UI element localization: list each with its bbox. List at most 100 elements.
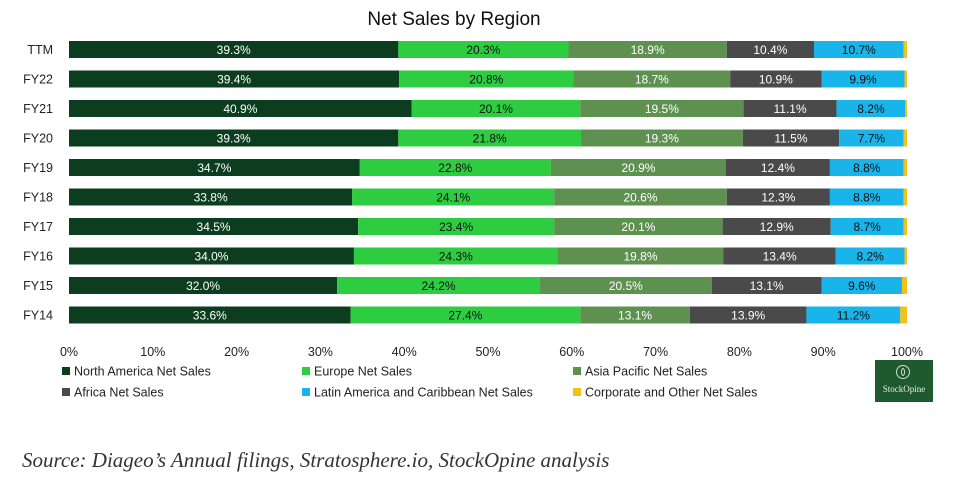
legend-swatch bbox=[573, 367, 581, 375]
data-label: 11.1% bbox=[774, 102, 807, 116]
bar-segment bbox=[835, 247, 905, 265]
bar-segment bbox=[69, 129, 399, 147]
x-tick-label: 70% bbox=[643, 345, 668, 359]
data-label: 10.4% bbox=[753, 43, 787, 57]
data-label: 9.6% bbox=[848, 279, 876, 293]
category-label: FY22 bbox=[23, 73, 53, 87]
bar-segment bbox=[903, 188, 907, 206]
data-label: 33.6% bbox=[193, 308, 227, 322]
category-label: FY15 bbox=[23, 279, 53, 293]
category-label: FY16 bbox=[23, 250, 53, 264]
bar-segment bbox=[557, 247, 724, 265]
legend-entry: Europe Net Sales bbox=[314, 365, 412, 379]
data-label: 39.3% bbox=[217, 43, 251, 57]
bar-segment bbox=[821, 70, 905, 88]
bar-segment bbox=[580, 306, 690, 324]
data-label: 21.8% bbox=[473, 131, 507, 145]
logo-text: StockOpine bbox=[882, 384, 926, 394]
bar-segment bbox=[829, 159, 904, 176]
bar-segment bbox=[901, 277, 907, 294]
legend-swatch bbox=[62, 388, 70, 396]
data-label: 34.7% bbox=[197, 161, 231, 175]
x-tick-label: 20% bbox=[224, 345, 249, 359]
bar-segment bbox=[839, 129, 904, 147]
legend-swatch bbox=[302, 388, 310, 396]
bar-segment bbox=[550, 159, 726, 176]
data-label: 27.4% bbox=[448, 308, 482, 322]
bar-segment bbox=[742, 129, 840, 147]
data-label: 32.0% bbox=[186, 279, 220, 293]
bar-segment bbox=[903, 159, 907, 176]
data-label: 39.4% bbox=[217, 72, 251, 86]
bar-segment bbox=[821, 277, 902, 294]
data-label: 8.7% bbox=[854, 220, 882, 234]
x-tick-label: 90% bbox=[811, 345, 836, 359]
leaf-icon bbox=[896, 365, 910, 379]
bar-segment bbox=[903, 41, 907, 58]
data-label: 20.1% bbox=[479, 102, 513, 116]
category-label: FY19 bbox=[23, 161, 53, 175]
x-tick-label: 100% bbox=[891, 345, 923, 359]
data-label: 33.8% bbox=[194, 190, 228, 204]
x-tick-label: 50% bbox=[475, 345, 500, 359]
stockopine-logo: StockOpine bbox=[875, 360, 933, 402]
category-label: FY17 bbox=[23, 220, 53, 234]
bar-segment bbox=[905, 100, 907, 117]
category-label: FY20 bbox=[23, 132, 53, 146]
legend-swatch bbox=[302, 367, 310, 375]
data-label: 24.1% bbox=[436, 190, 470, 204]
x-tick-label: 60% bbox=[559, 345, 584, 359]
bar-segment bbox=[689, 306, 807, 324]
data-label: 18.9% bbox=[631, 43, 665, 57]
bar-segment bbox=[581, 129, 743, 147]
bar-segment bbox=[69, 41, 399, 58]
data-label: 12.3% bbox=[761, 190, 795, 204]
bar-segment bbox=[359, 159, 551, 176]
data-label: 8.8% bbox=[853, 190, 881, 204]
data-label: 11.5% bbox=[774, 131, 807, 145]
bar-segment bbox=[69, 70, 400, 88]
bar-segment bbox=[353, 247, 558, 265]
data-label: 13.1% bbox=[750, 279, 784, 293]
bar-segment bbox=[539, 277, 712, 294]
bar-segment bbox=[806, 306, 901, 324]
data-label: 20.5% bbox=[609, 279, 643, 293]
bar-segment bbox=[554, 188, 727, 206]
category-label: FY21 bbox=[23, 102, 53, 116]
bar-segment bbox=[730, 70, 822, 88]
data-label: 13.4% bbox=[763, 249, 797, 263]
x-tick-label: 30% bbox=[308, 345, 333, 359]
x-tick-label: 80% bbox=[727, 345, 752, 359]
legend-swatch bbox=[62, 367, 70, 375]
bar-segment bbox=[900, 306, 907, 324]
data-label: 22.8% bbox=[438, 161, 472, 175]
data-label: 34.5% bbox=[197, 220, 231, 234]
bar-segment bbox=[829, 188, 904, 206]
x-tick-label: 40% bbox=[392, 345, 417, 359]
category-label: FY14 bbox=[23, 309, 53, 323]
bar-segment bbox=[69, 188, 353, 206]
legend-entry: North America Net Sales bbox=[74, 365, 211, 379]
data-label: 11.2% bbox=[837, 308, 870, 322]
bar-segment bbox=[352, 188, 555, 206]
data-label: 20.9% bbox=[621, 161, 655, 175]
data-label: 23.4% bbox=[439, 220, 473, 234]
bar-segment bbox=[69, 306, 351, 324]
bar-segment bbox=[726, 41, 814, 58]
bar-segment bbox=[69, 218, 359, 235]
legend-entry: Asia Pacific Net Sales bbox=[585, 365, 707, 379]
bar-segment bbox=[743, 100, 837, 117]
data-label: 19.8% bbox=[624, 249, 658, 263]
bar-segment bbox=[836, 100, 906, 117]
data-label: 24.3% bbox=[439, 249, 473, 263]
x-tick-label: 0% bbox=[60, 345, 78, 359]
bar-segment bbox=[568, 41, 727, 58]
data-label: 7.7% bbox=[858, 131, 886, 145]
bar-segment bbox=[580, 100, 744, 117]
chart-title: Net Sales by Region bbox=[367, 9, 540, 30]
legend-entry: Corporate and Other Net Sales bbox=[585, 386, 757, 400]
data-label: 20.3% bbox=[466, 43, 500, 57]
bar-segment bbox=[722, 218, 831, 235]
bar-segment bbox=[904, 70, 907, 88]
data-label: 20.8% bbox=[469, 72, 503, 86]
